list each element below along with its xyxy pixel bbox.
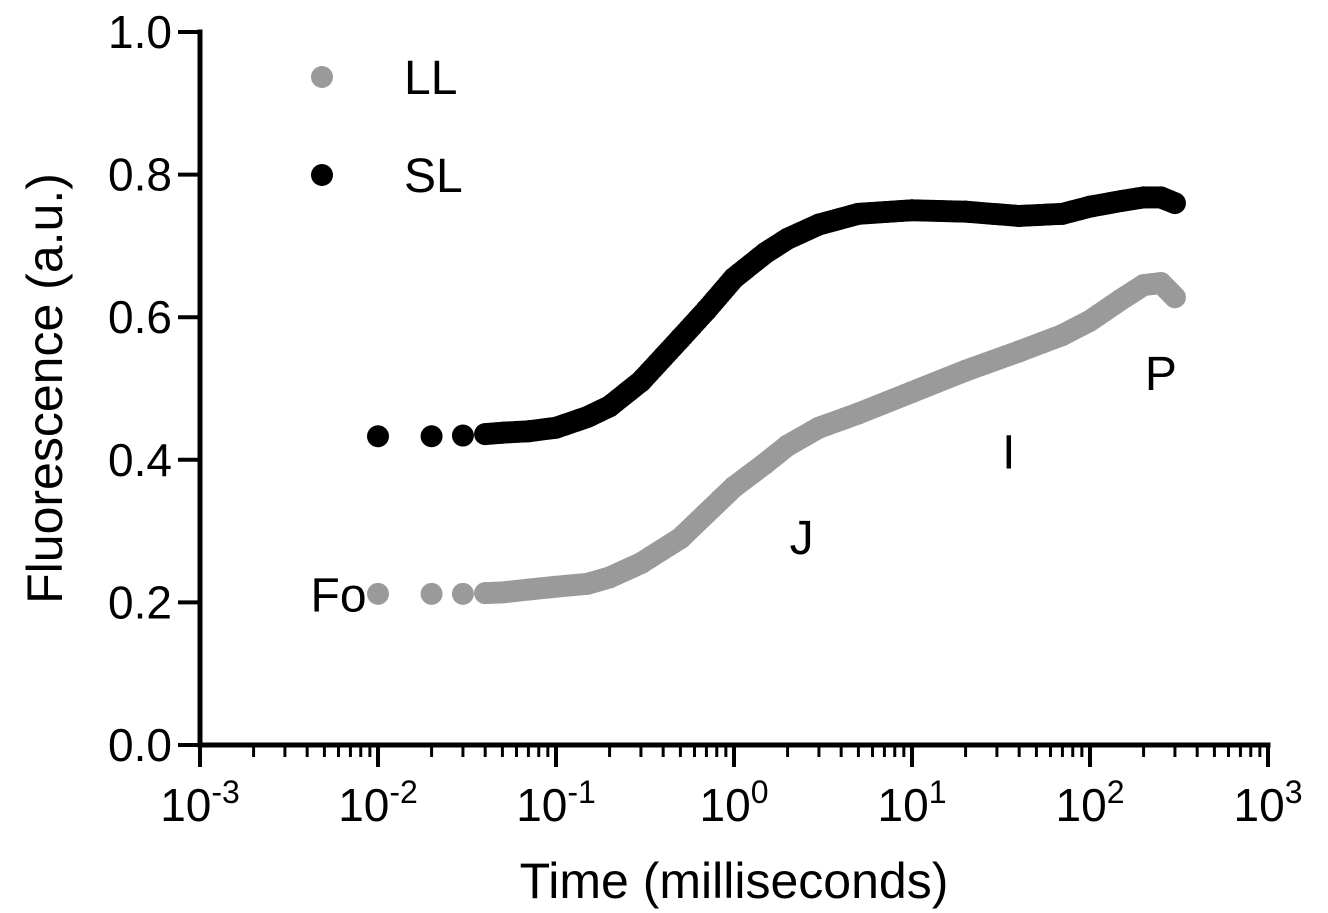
data-point: [367, 425, 389, 447]
series-layer: [367, 186, 1186, 604]
axes: 0.0 0.2 0.4 0.6 0.8 1.0 10-3 10-2 10-1 100 101 102 1…: [108, 6, 1302, 831]
x-tick-label: 10-3: [160, 774, 240, 831]
legend-label-sl: SL: [404, 150, 463, 203]
x-tick-label: 101: [878, 774, 947, 831]
data-point: [367, 583, 389, 605]
y-tick-label: 0.2: [108, 576, 172, 628]
y-axis-title: Fluorescence (a.u.): [17, 173, 73, 604]
annotation-i: I: [1002, 427, 1015, 480]
data-point: [452, 583, 474, 605]
x-axis-title: Time (milliseconds): [520, 853, 949, 909]
x-tick-label: 10-1: [516, 774, 596, 831]
y-tick-label: 0.6: [108, 291, 172, 343]
annotation-j: J: [790, 512, 814, 565]
x-tick-label: 100: [700, 774, 769, 831]
legend-marker-sl: [311, 164, 333, 186]
data-point: [421, 583, 443, 605]
data-point: [452, 425, 474, 447]
series-sl: [367, 186, 1186, 447]
x-tick-label: 102: [1056, 774, 1125, 831]
annotation-fo: Fo: [311, 569, 367, 622]
data-point: [1164, 286, 1186, 308]
y-tick-label: 1.0: [108, 6, 172, 58]
data-point: [1164, 192, 1186, 214]
legend: LL SL: [311, 52, 463, 203]
y-tick-label: 0.4: [108, 434, 172, 486]
data-point: [421, 425, 443, 447]
x-tick-label: 10-2: [338, 774, 418, 831]
y-tick-label: 0.8: [108, 149, 172, 201]
legend-marker-ll: [311, 66, 333, 88]
y-tick-label: 0.0: [108, 719, 172, 771]
annotation-p: P: [1145, 348, 1177, 401]
legend-label-ll: LL: [404, 52, 457, 105]
x-tick-label: 103: [1234, 774, 1303, 831]
